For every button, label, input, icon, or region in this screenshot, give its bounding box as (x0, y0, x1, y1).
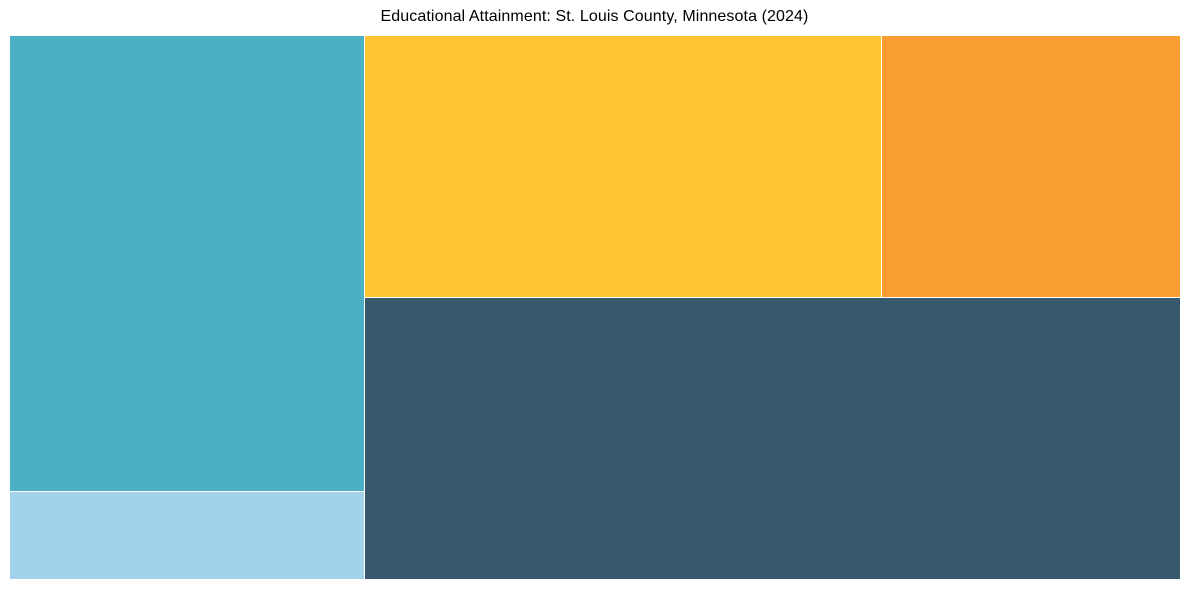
treemap-tile-teal-large-left[interactable] (10, 36, 364, 491)
chart-title: Educational Attainment: St. Louis County… (380, 8, 809, 25)
treemap-tile-dark-slate-bottom-right[interactable] (365, 298, 1180, 579)
treemap-tile-light-blue-bottom-left[interactable] (10, 492, 364, 579)
treemap-tile-yellow-top-middle[interactable] (365, 36, 881, 297)
treemap-plot-area (10, 36, 1180, 579)
treemap-tile-orange-top-right[interactable] (881, 36, 1180, 297)
